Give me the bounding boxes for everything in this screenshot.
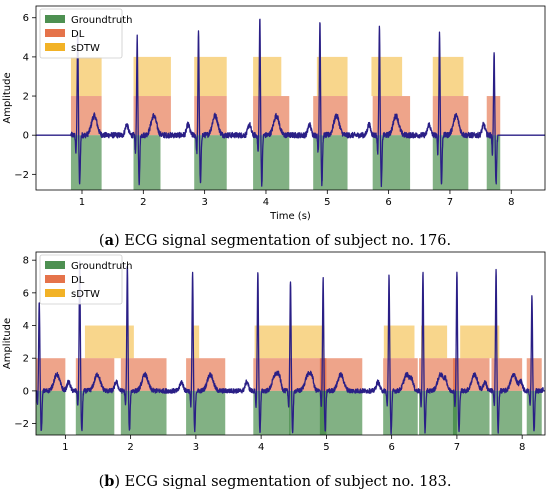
y-tick-label: 4 bbox=[23, 52, 29, 63]
plot-area bbox=[36, 260, 545, 435]
sdtw-segment bbox=[133, 56, 171, 97]
groundtruth-segment bbox=[372, 135, 411, 190]
x-axis-label: Time (s) bbox=[269, 211, 311, 222]
sdtw-segment bbox=[290, 325, 325, 359]
groundtruth-segment bbox=[383, 390, 418, 435]
x-tick-label: 8 bbox=[519, 442, 525, 453]
legend-label-dl: DL bbox=[71, 29, 85, 40]
legend: Groundtruth DL sDTW bbox=[39, 8, 132, 59]
x-tick-label: 3 bbox=[193, 442, 199, 453]
dl-segment bbox=[383, 358, 418, 391]
sdtw-segment bbox=[254, 325, 291, 359]
legend-label-groundtruth: Groundtruth bbox=[71, 261, 132, 272]
x-tick-label: 6 bbox=[385, 197, 391, 208]
dl-segment bbox=[70, 96, 102, 136]
caption-b-label: b bbox=[104, 473, 114, 490]
y-axis-label: Amplitude bbox=[2, 318, 13, 369]
y-tick-label: 0 bbox=[23, 131, 29, 142]
sdtw-segment bbox=[192, 325, 200, 359]
x-tick-label: 8 bbox=[508, 197, 514, 208]
x-tick-label: 5 bbox=[323, 442, 329, 453]
y-tick-label: 8 bbox=[23, 256, 29, 267]
legend-label-sdtw: sDTW bbox=[71, 43, 100, 54]
legend-swatch-dl bbox=[45, 29, 65, 37]
legend-label-groundtruth: Groundtruth bbox=[71, 15, 132, 26]
ecg-signal-line bbox=[36, 260, 545, 435]
x-tick-label: 1 bbox=[79, 197, 85, 208]
x-tick-label: 3 bbox=[201, 197, 207, 208]
x-tick-label: 2 bbox=[140, 197, 146, 208]
sdtw-segment bbox=[432, 56, 464, 97]
groundtruth-segment bbox=[491, 390, 523, 435]
legend-swatch-groundtruth bbox=[45, 15, 65, 23]
groundtruth-segment bbox=[186, 390, 226, 435]
caption-b-text: ECG signal segmentation of subject no. 1… bbox=[120, 474, 451, 490]
panel-b-chart: 1 2 3 4 5 6 7 8 −2 0 2 4 6 8 Amplitude Groundtruth DL sDT… bbox=[2, 251, 546, 453]
legend-swatch-sdtw bbox=[45, 289, 65, 297]
sdtw-segment bbox=[371, 56, 403, 97]
ecg-signal-line bbox=[36, 18, 545, 188]
x-tick-label: 4 bbox=[263, 197, 269, 208]
caption-a: (a) ECG signal segmentation of subject n… bbox=[99, 232, 451, 249]
caption-a-text: ECG signal segmentation of subject no. 1… bbox=[120, 233, 451, 249]
sdtw-segment bbox=[460, 325, 500, 359]
x-tick-label: 4 bbox=[258, 442, 264, 453]
sdtw-segment bbox=[253, 56, 282, 97]
x-tick-label: 2 bbox=[127, 442, 133, 453]
axes-frame bbox=[35, 5, 546, 191]
sdtw-segment bbox=[421, 325, 448, 359]
x-tick-label: 6 bbox=[388, 442, 394, 453]
dl-segment bbox=[419, 358, 457, 391]
sdtw-segment bbox=[316, 56, 348, 97]
legend: Groundtruth DL sDTW bbox=[39, 254, 132, 305]
legend-swatch-dl bbox=[45, 275, 65, 283]
y-tick-label: 6 bbox=[23, 288, 29, 299]
legend-label-dl: DL bbox=[71, 275, 85, 286]
dl-segment bbox=[491, 358, 523, 391]
caption-b: (b) ECG signal segmentation of subject n… bbox=[99, 473, 452, 490]
sdtw-segment bbox=[84, 325, 134, 359]
groundtruth-segment bbox=[120, 390, 167, 435]
x-tick-label: 7 bbox=[454, 442, 460, 453]
sdtw-segment bbox=[70, 56, 102, 97]
legend-label-sdtw: sDTW bbox=[71, 289, 100, 300]
x-tick-label: 5 bbox=[324, 197, 330, 208]
x-tick-label: 1 bbox=[62, 442, 68, 453]
plot-area bbox=[36, 18, 545, 190]
y-axis-label: Amplitude bbox=[2, 72, 13, 123]
dl-segment bbox=[526, 358, 542, 391]
dl-segment bbox=[75, 358, 115, 391]
y-tick-label: 2 bbox=[23, 354, 29, 365]
y-tick-label: −2 bbox=[14, 170, 29, 181]
y-tick-label: 2 bbox=[23, 92, 29, 103]
axes-frame bbox=[35, 251, 546, 436]
y-tick-label: 6 bbox=[23, 13, 29, 24]
legend-swatch-groundtruth bbox=[45, 261, 65, 269]
caption-a-label: a bbox=[105, 232, 115, 249]
groundtruth-segment bbox=[133, 135, 161, 190]
groundtruth-segment bbox=[486, 135, 501, 190]
y-tick-label: 4 bbox=[23, 321, 29, 332]
y-tick-label: 0 bbox=[23, 386, 29, 397]
legend-swatch-sdtw bbox=[45, 43, 65, 51]
panel-a-chart: 1 2 3 4 5 6 7 8 −2 0 2 4 6 Time (s) Amplitude Groundtru… bbox=[2, 5, 546, 222]
groundtruth-segment bbox=[253, 135, 290, 190]
x-tick-label: 7 bbox=[447, 197, 453, 208]
dl-segment bbox=[133, 96, 171, 136]
y-tick-label: −2 bbox=[14, 419, 29, 430]
